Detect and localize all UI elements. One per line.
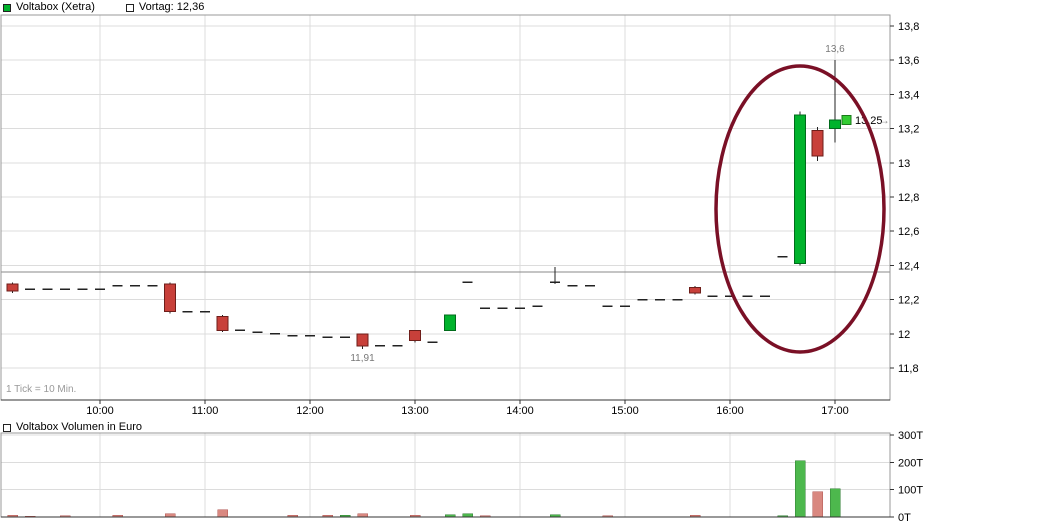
- volume-bar: [829, 488, 841, 518]
- svg-text:12: 12: [898, 329, 910, 341]
- svg-text:200T: 200T: [898, 457, 923, 469]
- svg-text:11:00: 11:00: [192, 405, 219, 417]
- vortag-swatch-icon: [125, 3, 134, 12]
- price-chart-title: Voltabox (Xetra): [16, 1, 95, 13]
- svg-text:14:00: 14:00: [506, 405, 534, 417]
- svg-text:12:00: 12:00: [296, 405, 324, 417]
- svg-text:0T: 0T: [898, 512, 911, 524]
- svg-text:11,91: 11,91: [350, 353, 375, 364]
- highlight-ellipse: [714, 64, 886, 354]
- candle: [409, 329, 421, 342]
- volume-bars-layer: [7, 460, 841, 518]
- prev-close-label: Vortag: 12,36: [138, 1, 205, 13]
- svg-text:10:00: 10:00: [86, 405, 114, 417]
- annotations: 13,6 11,91: [350, 44, 845, 364]
- svg-text:→: →: [878, 113, 890, 127]
- svg-text:1 Tick = 10 Min.: 1 Tick = 10 Min.: [6, 384, 76, 395]
- volume-bar: [217, 509, 228, 518]
- svg-text:13,4: 13,4: [898, 89, 919, 101]
- time-axis-labels: 10:00 11:00 12:00 13:00 14:00 15:00 16:00 17:00: [86, 400, 849, 417]
- candle: [811, 129, 824, 157]
- volume-swatch-icon: [3, 423, 11, 432]
- svg-text:300T: 300T: [898, 430, 923, 442]
- volume-bar: [812, 491, 823, 518]
- last-price-marker: 13,25→: [841, 113, 890, 127]
- candle: [164, 283, 176, 313]
- candle: [216, 316, 229, 331]
- svg-text:100T: 100T: [898, 485, 923, 497]
- volume-bar: [794, 460, 806, 518]
- tick-interval-note: 1 Tick = 10 Min.: [6, 384, 76, 395]
- candle: [829, 119, 841, 130]
- highlight-ellipse-shape: [714, 64, 886, 354]
- voltabox-series-swatch-icon: [3, 3, 11, 12]
- svg-text:12,8: 12,8: [898, 192, 919, 204]
- svg-text:13: 13: [898, 158, 910, 170]
- svg-text:13,2: 13,2: [898, 124, 919, 136]
- price-chart-legend: Voltabox (Xetra) Vortag: 12,36: [3, 1, 204, 14]
- candle: [444, 314, 456, 331]
- svg-text:13:00: 13:00: [401, 405, 429, 417]
- volume-chart-title: Voltabox Volumen in Euro: [16, 421, 142, 433]
- svg-text:15:00: 15:00: [611, 405, 639, 417]
- svg-text:12,6: 12,6: [898, 226, 919, 238]
- svg-text:16:00: 16:00: [716, 405, 744, 417]
- svg-text:13,6: 13,6: [898, 55, 919, 67]
- panel-borders: [0, 14, 891, 518]
- svg-text:12,4: 12,4: [898, 260, 919, 272]
- last-price-swatch-icon: [841, 115, 852, 126]
- candle: [794, 114, 806, 265]
- svg-text:13,8: 13,8: [898, 21, 919, 33]
- svg-text:17:00: 17:00: [821, 405, 849, 417]
- candle: [356, 333, 369, 347]
- price-axis-labels: 13,8 13,6 13,4 13,2 13 12,8 12,6 12,4 12,2 12 11,8: [890, 21, 919, 375]
- svg-text:12,2: 12,2: [898, 295, 919, 307]
- volume-axis-labels: 300T 200T 100T 0T: [890, 430, 923, 524]
- svg-text:13,25: 13,25: [855, 115, 883, 127]
- grid-lines: [1, 15, 890, 517]
- svg-text:11,8: 11,8: [898, 363, 919, 375]
- candle: [689, 287, 701, 294]
- svg-text:13,6: 13,6: [825, 44, 845, 55]
- candles-layer: [6, 60, 841, 350]
- volume-chart-legend: Voltabox Volumen in Euro: [3, 421, 142, 434]
- candle: [6, 283, 19, 292]
